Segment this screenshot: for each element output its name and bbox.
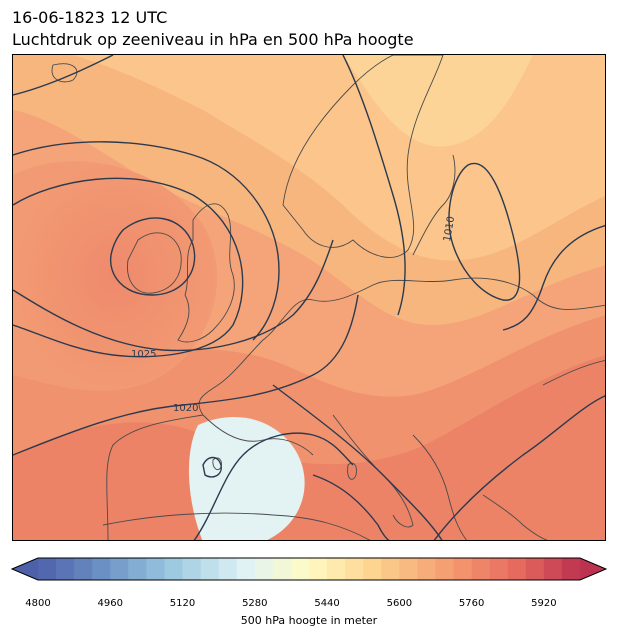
coast-gulf-of-lion — [202, 414, 314, 456]
colorbar-bin — [92, 558, 111, 580]
coast-black-sea — [542, 360, 605, 386]
isobar-1030-core — [109, 217, 196, 296]
isobar-label-1010: 1010 — [442, 215, 457, 242]
isobar-1020-south — [13, 294, 359, 456]
colorbar-bin — [309, 558, 328, 580]
isobar-label-1025: 1025 — [131, 349, 156, 360]
coast-balkans — [412, 434, 468, 540]
colorbar-bin — [399, 558, 418, 580]
height-band-5680 — [343, 55, 533, 147]
colorbar-bin — [345, 558, 364, 580]
isobar-1010-low — [448, 162, 521, 301]
coast-iceland — [51, 63, 78, 83]
colorbar-bin — [381, 558, 400, 580]
colorbar-bin — [218, 558, 238, 580]
colorbar-bin — [164, 558, 184, 580]
isobar-1015-med — [312, 474, 390, 540]
coast-great-britain — [177, 203, 235, 343]
isobar-1020-north — [13, 55, 114, 96]
isobars — [13, 55, 605, 540]
colorbar-bin — [74, 558, 93, 580]
map-title-description: Luchtdruk op zeeniveau in hPa en 500 hPa… — [12, 30, 414, 49]
isobar-1015-scand — [342, 55, 406, 316]
isobar-1015-italy — [272, 384, 443, 540]
colorbar-bin — [56, 558, 75, 580]
isobar-1020-upper — [13, 141, 280, 341]
colorbar-tick-label: 5600 — [386, 598, 413, 609]
colorbar-bin — [146, 558, 165, 580]
colorbar-tick-label: 5280 — [242, 598, 268, 609]
isobar-1025-ring — [13, 177, 244, 358]
isobar-1015-balkan — [433, 395, 605, 540]
coast-corsica — [347, 462, 357, 480]
colorbar-gradient — [10, 557, 608, 581]
coast-baltic — [412, 154, 456, 256]
coast-north-africa — [102, 512, 371, 540]
colorbar-bin — [128, 558, 147, 580]
weather-map: 1025 1020 1010 — [12, 54, 606, 541]
colorbar-bin — [561, 558, 581, 580]
coast-italy — [332, 414, 414, 528]
colorbar-extend-high — [580, 558, 606, 580]
colorbar-bin — [327, 558, 346, 580]
colorbar-tick-label: 5120 — [169, 598, 196, 609]
colorbar-bin — [254, 558, 274, 580]
colorbar-tick-label: 4960 — [97, 598, 123, 609]
colorbar-tick-label: 5760 — [458, 598, 485, 609]
colorbar-bin — [290, 558, 310, 580]
colorbar-extend-low — [12, 558, 38, 580]
colorbar-outline — [10, 557, 608, 581]
colorbar-bin — [200, 558, 220, 580]
colorbar-bin — [110, 558, 129, 580]
colorbar-bin — [525, 558, 545, 580]
map-title-date: 16-06-1823 12 UTC — [12, 8, 168, 27]
colorbar-bin — [363, 558, 382, 580]
isobar-1015-iberia — [193, 432, 354, 540]
isobar-small-loop — [202, 456, 222, 478]
colorbar-bin — [453, 558, 473, 580]
colorbar-tick-label: 4800 — [25, 598, 51, 609]
coast-scandinavia — [282, 55, 444, 258]
colorbar-bin — [236, 558, 256, 580]
colorbar-bin — [543, 558, 563, 580]
isobar-label-1020: 1020 — [173, 403, 198, 414]
colorbar-label: 500 hPa hoogte in meter — [240, 614, 378, 627]
colorbar-bin — [417, 558, 436, 580]
colorbar-bin — [507, 558, 527, 580]
colorbar-tick-label: 5920 — [531, 598, 557, 609]
colorbar-bin — [471, 558, 491, 580]
colorbar — [10, 556, 608, 594]
coast-aegean — [482, 494, 548, 540]
isobar-1025-lower — [13, 239, 334, 352]
coast-iberia-west — [106, 414, 204, 540]
colorbar-tick-label: 5440 — [314, 598, 340, 609]
colorbar-bin — [435, 558, 455, 580]
height-cold-patch — [188, 417, 305, 540]
colorbar-bin — [182, 558, 202, 580]
colorbar-bin — [489, 558, 509, 580]
coast-ireland — [127, 232, 182, 294]
colorbar-bin — [38, 558, 57, 580]
coast-north-europe — [198, 277, 605, 416]
coastlines — [51, 55, 605, 540]
colorbar-bin — [272, 558, 292, 580]
isobar-1015-east — [502, 224, 605, 331]
